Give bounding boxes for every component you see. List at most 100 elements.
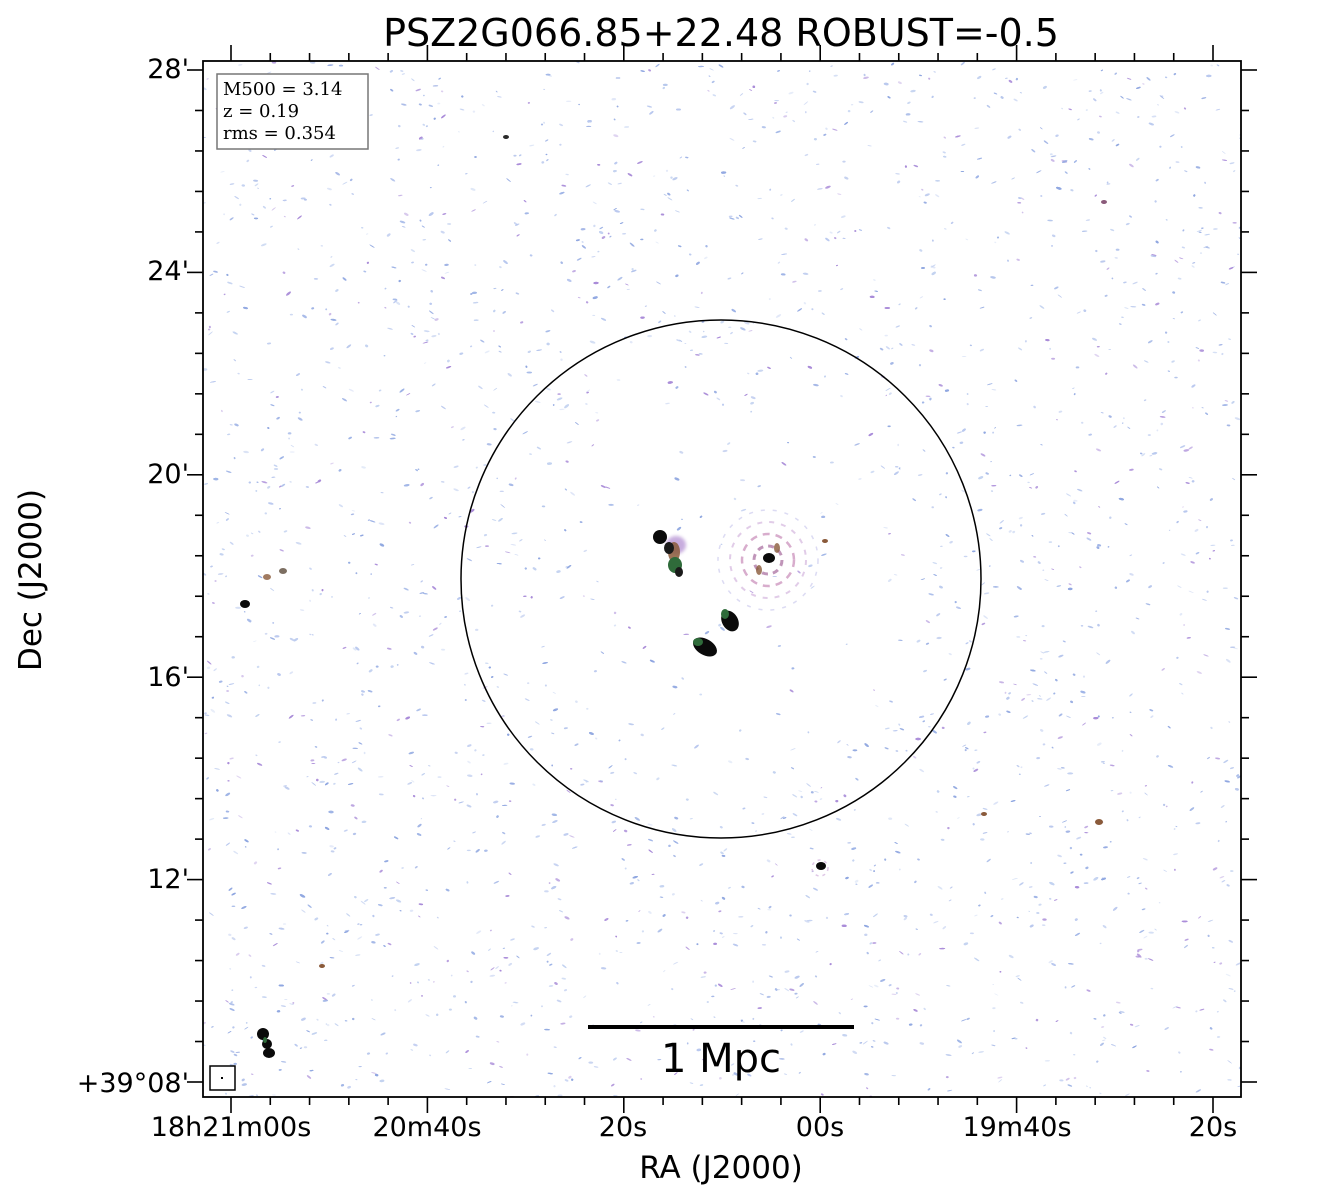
noise-speckle xyxy=(301,909,306,913)
noise-speckle xyxy=(420,818,423,820)
noise-speckle xyxy=(352,1017,355,1021)
noise-speckle xyxy=(917,474,923,476)
noise-speckle xyxy=(1148,931,1154,934)
noise-speckle xyxy=(852,1050,858,1054)
noise-speckle xyxy=(648,910,652,914)
noise-speckle xyxy=(471,209,476,212)
noise-speckle xyxy=(433,946,439,950)
noise-speckle xyxy=(559,123,564,127)
noise-speckle xyxy=(225,1000,229,1003)
noise-speckle xyxy=(1195,166,1201,169)
noise-speckle xyxy=(1144,887,1148,890)
noise-speckle xyxy=(1111,277,1114,280)
noise-speckle xyxy=(1004,691,1007,694)
noise-speckle xyxy=(784,987,790,992)
noise-speckle xyxy=(379,869,383,873)
noise-speckle xyxy=(998,921,1002,925)
noise-speckle xyxy=(1234,417,1241,421)
noise-speckle xyxy=(628,723,634,726)
noise-speckle xyxy=(771,217,774,220)
noise-speckle xyxy=(638,910,641,912)
noise-speckle xyxy=(679,450,684,454)
noise-speckle xyxy=(1021,211,1024,214)
noise-speckle xyxy=(895,173,900,175)
noise-speckle xyxy=(586,125,592,127)
noise-speckle xyxy=(1092,337,1097,341)
source-compact xyxy=(240,600,250,608)
noise-speckle xyxy=(1059,1079,1064,1082)
noise-speckle xyxy=(448,512,452,515)
noise-speckle xyxy=(1129,573,1134,576)
noise-speckle xyxy=(350,513,355,516)
noise-speckle xyxy=(1190,561,1195,564)
noise-speckle xyxy=(871,1022,874,1025)
noise-speckle xyxy=(569,835,575,838)
noise-speckle xyxy=(280,483,286,487)
noise-speckle xyxy=(546,387,551,391)
source-compact xyxy=(319,964,325,968)
noise-speckle xyxy=(388,734,393,737)
noise-speckle xyxy=(524,698,530,701)
noise-speckle xyxy=(1018,516,1023,520)
noise-speckle xyxy=(784,970,790,973)
noise-speckle xyxy=(204,712,207,715)
noise-speckle xyxy=(579,521,583,524)
noise-speckle xyxy=(674,315,676,317)
noise-speckle xyxy=(283,785,287,787)
noise-speckle xyxy=(1106,183,1111,185)
noise-speckle xyxy=(969,640,972,643)
noise-speckle xyxy=(326,1023,330,1027)
noise-speckle xyxy=(1179,613,1183,616)
noise-speckle xyxy=(1076,488,1083,492)
noise-speckle xyxy=(472,831,476,834)
noise-speckle xyxy=(206,78,209,80)
noise-speckle xyxy=(1137,950,1140,953)
noise-speckle xyxy=(1019,588,1022,590)
noise-speckle xyxy=(555,878,561,882)
noise-speckle xyxy=(1095,448,1102,452)
noise-speckle xyxy=(656,777,660,781)
noise-speckle xyxy=(615,950,618,952)
noise-speckle xyxy=(673,713,676,715)
source-compact xyxy=(1095,819,1103,825)
noise-speckle xyxy=(466,849,471,852)
noise-speckle xyxy=(783,115,788,118)
noise-speckle xyxy=(396,881,400,884)
noise-speckle xyxy=(1203,654,1209,657)
noise-speckle xyxy=(949,886,953,889)
noise-speckle xyxy=(529,748,534,751)
noise-speckle xyxy=(1203,245,1209,249)
noise-speckle xyxy=(430,317,436,320)
noise-speckle xyxy=(371,1018,376,1021)
noise-speckle xyxy=(398,124,401,128)
noise-speckle xyxy=(1094,353,1100,357)
noise-speckle xyxy=(1142,288,1146,291)
noise-speckle xyxy=(348,388,354,392)
noise-speckle xyxy=(1220,805,1225,808)
noise-speckle xyxy=(1210,544,1216,547)
noise-speckle xyxy=(921,188,924,191)
noise-speckle xyxy=(1188,446,1193,450)
noise-speckle xyxy=(311,589,314,592)
noise-speckle xyxy=(992,984,994,986)
noise-speckle xyxy=(440,481,445,483)
noise-speckle xyxy=(261,481,268,484)
noise-speckle xyxy=(444,271,450,274)
noise-speckle xyxy=(529,453,532,455)
noise-speckle xyxy=(976,813,982,817)
noise-speckle xyxy=(1008,530,1012,533)
noise-speckle xyxy=(309,61,316,64)
noise-speckle xyxy=(1138,882,1142,885)
noise-speckle xyxy=(900,554,905,556)
noise-speckle xyxy=(741,272,744,275)
noise-speckle xyxy=(982,807,988,810)
noise-speckle xyxy=(527,682,530,685)
noise-speckle xyxy=(250,532,254,535)
noise-speckle xyxy=(507,373,512,377)
noise-speckle xyxy=(809,828,813,831)
noise-speckle xyxy=(213,668,217,672)
noise-speckle xyxy=(648,69,652,72)
noise-speckle xyxy=(446,785,450,787)
noise-speckle xyxy=(792,794,798,798)
noise-speckle xyxy=(408,751,415,755)
